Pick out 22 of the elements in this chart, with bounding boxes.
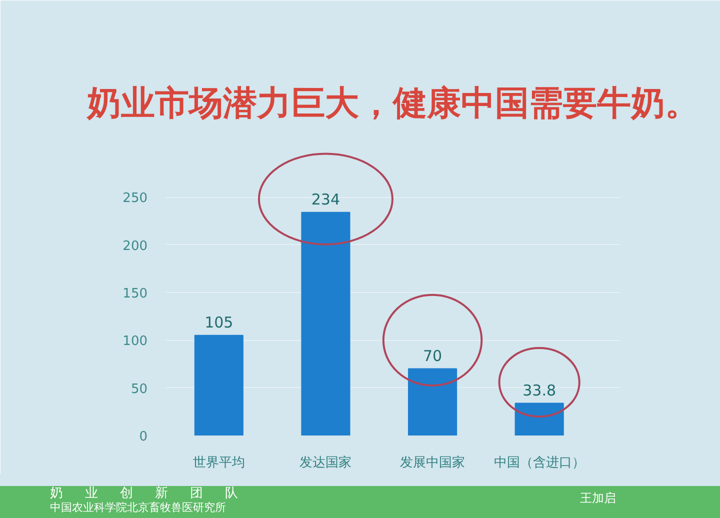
x-tick-label: 中国（含进口）: [494, 456, 585, 470]
data-label: 234: [311, 190, 340, 208]
text: 王加启: [580, 491, 616, 506]
bar: [194, 334, 244, 436]
data-label: 105: [204, 313, 234, 332]
bar: [408, 368, 458, 436]
x-tick-label: 发展中国家: [400, 454, 466, 470]
y-tick-label: 200: [122, 238, 148, 254]
y-tick-label: 100: [122, 334, 148, 350]
bar: [514, 402, 564, 436]
x-tick-label: 世界平均: [192, 456, 245, 470]
x-tick-label: 发达国家: [300, 454, 352, 470]
y-tick-label: 0: [139, 430, 148, 444]
text: 奶业创新团队: [50, 486, 260, 502]
y-tick-label: 150: [122, 286, 148, 302]
text: 中国农业科学院北京畜牧兽医研究所: [50, 501, 226, 514]
bar: [301, 212, 350, 436]
y-tick-label: 250: [122, 191, 148, 206]
data-label: 33.8: [522, 381, 556, 400]
y-tick-label: 50: [130, 382, 148, 397]
chart-title: 奶业市场潜力巨大，健康中国需要牛奶。: [86, 84, 699, 124]
data-label: 70: [422, 346, 442, 365]
